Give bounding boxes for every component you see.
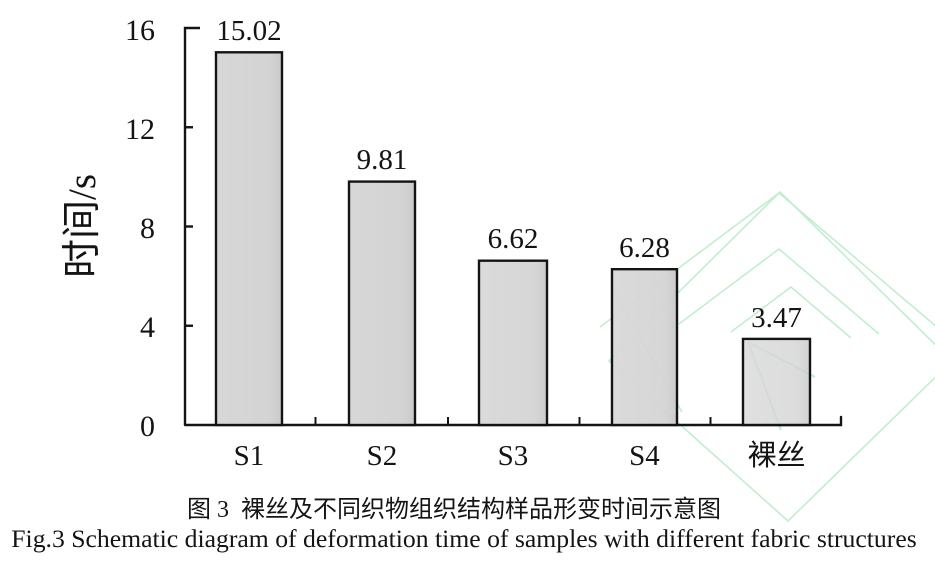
svg-text:8: 8	[140, 212, 155, 245]
svg-text:6.62: 6.62	[488, 223, 539, 255]
svg-text:12: 12	[125, 113, 155, 146]
svg-text:S2: S2	[367, 440, 398, 472]
svg-text:裸丝: 裸丝	[747, 439, 805, 472]
svg-text:9.81: 9.81	[357, 144, 408, 176]
svg-text:6.28: 6.28	[619, 232, 670, 264]
svg-text:15.02: 15.02	[216, 15, 281, 47]
svg-text:图 3 裸丝及不同织物组织结构样品形变时间示意图: 图 3 裸丝及不同织物组织结构样品形变时间示意图	[187, 496, 721, 523]
svg-text:S4: S4	[629, 440, 660, 472]
svg-text:Fig.3 Schematic diagram of def: Fig.3 Schematic diagram of deformation t…	[11, 524, 916, 553]
svg-text:3.47: 3.47	[751, 302, 802, 334]
svg-text:时间/s: 时间/s	[61, 174, 104, 278]
svg-text:4: 4	[140, 311, 155, 344]
svg-text:S1: S1	[234, 440, 265, 472]
svg-text:0: 0	[140, 410, 155, 443]
svg-text:S3: S3	[498, 440, 529, 472]
svg-text:16: 16	[125, 14, 155, 47]
